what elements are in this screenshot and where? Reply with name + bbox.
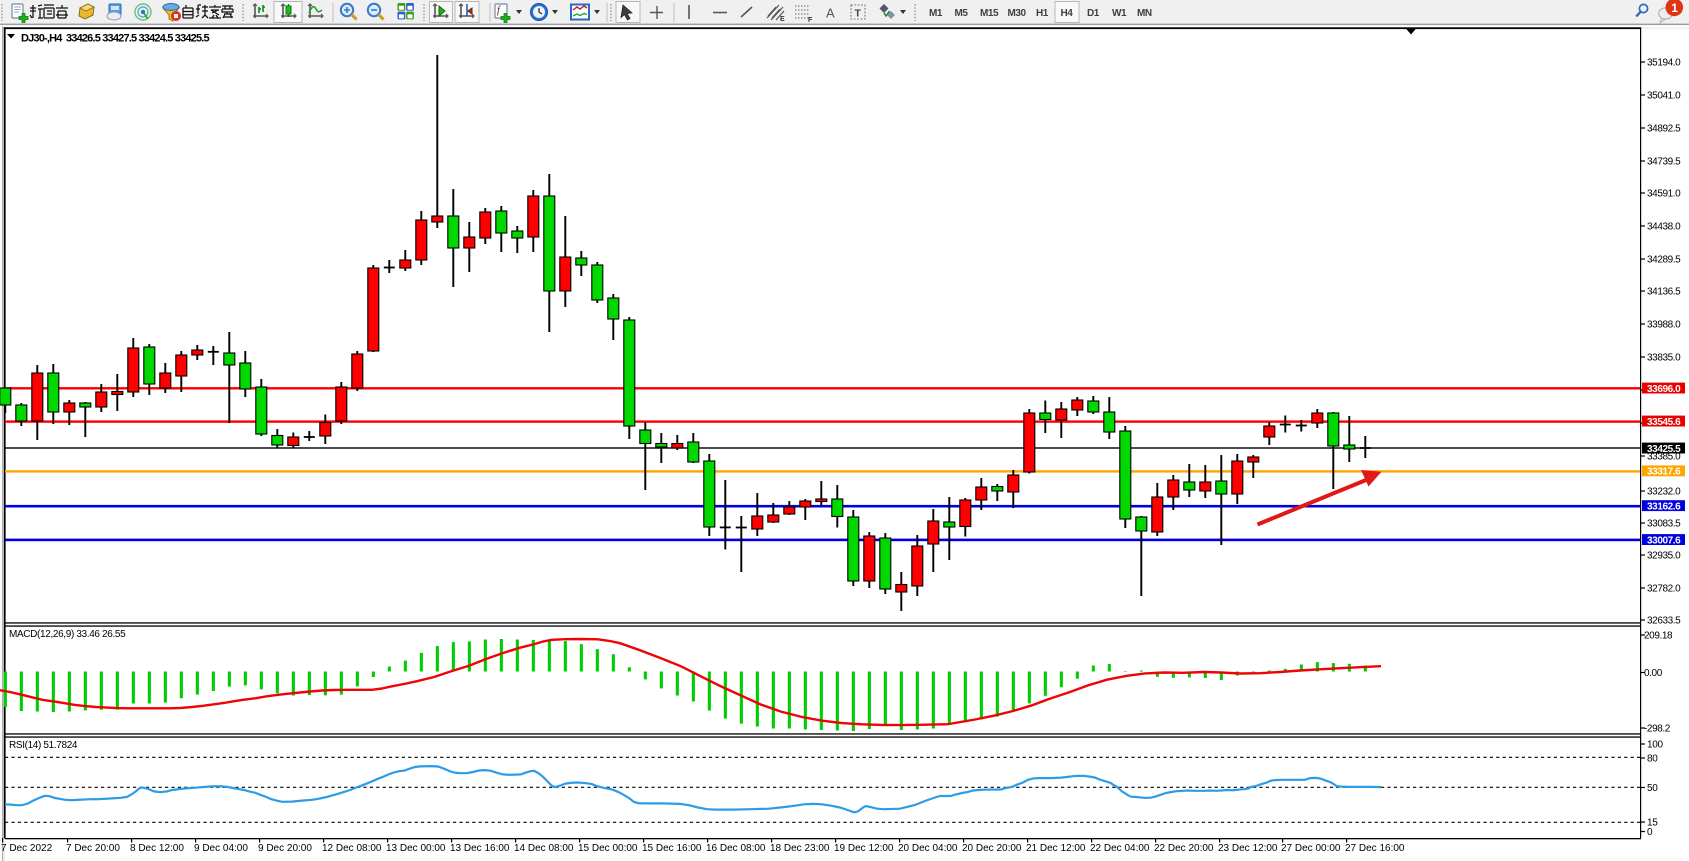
svg-text:13 Dec 16:00: 13 Dec 16:00 (450, 843, 510, 854)
svg-text:32782.0: 32782.0 (1647, 584, 1681, 595)
svg-text:H1: H1 (1036, 8, 1049, 19)
svg-text:34892.5: 34892.5 (1647, 124, 1681, 135)
svg-text:35194.0: 35194.0 (1647, 58, 1681, 69)
svg-text:33007.6: 33007.6 (1647, 535, 1681, 546)
svg-text:32633.5: 32633.5 (1647, 616, 1681, 627)
svg-text:W1: W1 (1112, 8, 1127, 19)
svg-text:23 Dec 12:00: 23 Dec 12:00 (1218, 843, 1278, 854)
svg-text:33545.6: 33545.6 (1647, 417, 1681, 428)
svg-text:16 Dec 08:00: 16 Dec 08:00 (706, 843, 766, 854)
svg-text:14 Dec 08:00: 14 Dec 08:00 (514, 843, 574, 854)
svg-text:34136.5: 34136.5 (1647, 287, 1681, 298)
svg-text:34438.0: 34438.0 (1647, 222, 1681, 233)
svg-text:33835.0: 33835.0 (1647, 353, 1681, 364)
svg-text:22 Dec 20:00: 22 Dec 20:00 (1154, 843, 1214, 854)
svg-text:34739.5: 34739.5 (1647, 157, 1681, 168)
svg-text:209.18: 209.18 (1644, 631, 1673, 642)
svg-text:34591.0: 34591.0 (1647, 189, 1681, 200)
svg-text:12 Dec 08:00: 12 Dec 08:00 (322, 843, 382, 854)
svg-text:34289.5: 34289.5 (1647, 255, 1681, 266)
svg-text:f: f (497, 5, 501, 16)
svg-text:33988.0: 33988.0 (1647, 320, 1681, 331)
svg-text:33083.5: 33083.5 (1647, 519, 1681, 530)
svg-text:T: T (855, 8, 862, 20)
svg-text:13 Dec 00:00: 13 Dec 00:00 (386, 843, 446, 854)
svg-text:33232.0: 33232.0 (1647, 487, 1681, 498)
svg-text:80: 80 (1647, 754, 1658, 765)
svg-text:20 Dec 20:00: 20 Dec 20:00 (962, 843, 1022, 854)
svg-text:MACD(12,26,9) 33.46 26.55: MACD(12,26,9) 33.46 26.55 (9, 629, 126, 640)
svg-text:27 Dec 16:00: 27 Dec 16:00 (1345, 843, 1405, 854)
svg-text:E: E (780, 16, 785, 23)
svg-text:35041.0: 35041.0 (1647, 91, 1681, 102)
svg-text:DJ30-,H4 33426.5 33427.5 3342: DJ30-,H4 33426.5 33427.5 33424.5 33425.5 (21, 33, 209, 45)
svg-text:18 Dec 23:00: 18 Dec 23:00 (770, 843, 830, 854)
svg-text:9 Dec 04:00: 9 Dec 04:00 (194, 843, 248, 854)
svg-text:15 Dec 00:00: 15 Dec 00:00 (578, 843, 638, 854)
svg-text:33162.6: 33162.6 (1647, 501, 1681, 512)
svg-text:H4: H4 (1061, 8, 1074, 19)
svg-text:M5: M5 (955, 8, 969, 19)
svg-text:33317.6: 33317.6 (1647, 467, 1681, 478)
svg-text:0: 0 (1647, 827, 1653, 838)
svg-text:7 Dec 2022: 7 Dec 2022 (1, 843, 53, 854)
svg-text:50: 50 (1647, 783, 1658, 794)
svg-text:33385.0: 33385.0 (1647, 452, 1681, 463)
svg-text:9 Dec 20:00: 9 Dec 20:00 (258, 843, 312, 854)
svg-text:15 Dec 16:00: 15 Dec 16:00 (642, 843, 702, 854)
svg-text:F: F (808, 17, 813, 24)
svg-text:-298.2: -298.2 (1644, 724, 1671, 735)
svg-text:21 Dec 12:00: 21 Dec 12:00 (1026, 843, 1086, 854)
svg-text:22 Dec 04:00: 22 Dec 04:00 (1090, 843, 1150, 854)
svg-text:7 Dec 20:00: 7 Dec 20:00 (66, 843, 120, 854)
svg-text:19 Dec 12:00: 19 Dec 12:00 (834, 843, 894, 854)
svg-text:100: 100 (1647, 740, 1664, 751)
svg-text:M1: M1 (929, 8, 943, 19)
svg-text:1: 1 (1671, 1, 1678, 15)
svg-text:M30: M30 (1008, 8, 1027, 19)
svg-text:8 Dec 12:00: 8 Dec 12:00 (130, 843, 184, 854)
svg-text:MN: MN (1137, 8, 1152, 19)
svg-text:15: 15 (1647, 818, 1658, 829)
svg-text:M15: M15 (980, 8, 999, 19)
svg-text:D1: D1 (1087, 8, 1100, 19)
svg-text:RSI(14) 51.7824: RSI(14) 51.7824 (9, 740, 78, 751)
svg-text:33696.0: 33696.0 (1647, 384, 1681, 395)
svg-text:A: A (826, 6, 835, 21)
svg-text:33425.5: 33425.5 (1647, 444, 1681, 455)
svg-text:27 Dec 00:00: 27 Dec 00:00 (1281, 843, 1341, 854)
svg-text:20 Dec 04:00: 20 Dec 04:00 (898, 843, 958, 854)
svg-text:32935.0: 32935.0 (1647, 551, 1681, 562)
svg-text:0.00: 0.00 (1644, 668, 1663, 679)
